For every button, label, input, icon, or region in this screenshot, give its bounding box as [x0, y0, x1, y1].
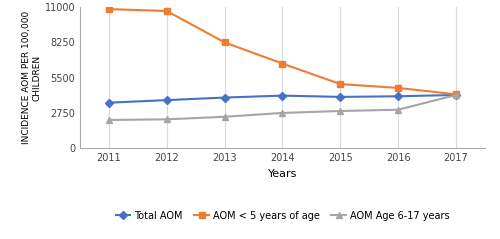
Total AOM — [106, 101, 112, 104]
AOM < 5 years of age — [395, 87, 401, 89]
Total AOM — [280, 94, 285, 97]
AOM Age 6-17 years — [338, 109, 344, 112]
Line: AOM Age 6-17 years: AOM Age 6-17 years — [106, 92, 459, 123]
Line: AOM < 5 years of age: AOM < 5 years of age — [106, 6, 459, 97]
Total AOM — [395, 95, 401, 98]
AOM Age 6-17 years — [106, 119, 112, 121]
AOM < 5 years of age — [164, 10, 170, 12]
X-axis label: Years: Years — [268, 168, 297, 179]
Legend: Total AOM, AOM < 5 years of age, AOM Age 6-17 years: Total AOM, AOM < 5 years of age, AOM Age… — [112, 207, 454, 224]
Total AOM — [222, 96, 228, 99]
Line: Total AOM: Total AOM — [106, 92, 459, 105]
Total AOM — [453, 93, 459, 96]
AOM < 5 years of age — [106, 8, 112, 11]
AOM Age 6-17 years — [222, 115, 228, 118]
AOM < 5 years of age — [338, 83, 344, 86]
Total AOM — [164, 99, 170, 102]
AOM Age 6-17 years — [453, 93, 459, 96]
AOM < 5 years of age — [222, 41, 228, 44]
AOM Age 6-17 years — [280, 111, 285, 114]
Y-axis label: INCIDENCE AOM PER 100,000
CHILDREN: INCIDENCE AOM PER 100,000 CHILDREN — [22, 11, 42, 144]
AOM < 5 years of age — [280, 62, 285, 65]
AOM Age 6-17 years — [164, 118, 170, 121]
AOM Age 6-17 years — [395, 108, 401, 111]
Total AOM — [338, 95, 344, 98]
AOM < 5 years of age — [453, 93, 459, 96]
